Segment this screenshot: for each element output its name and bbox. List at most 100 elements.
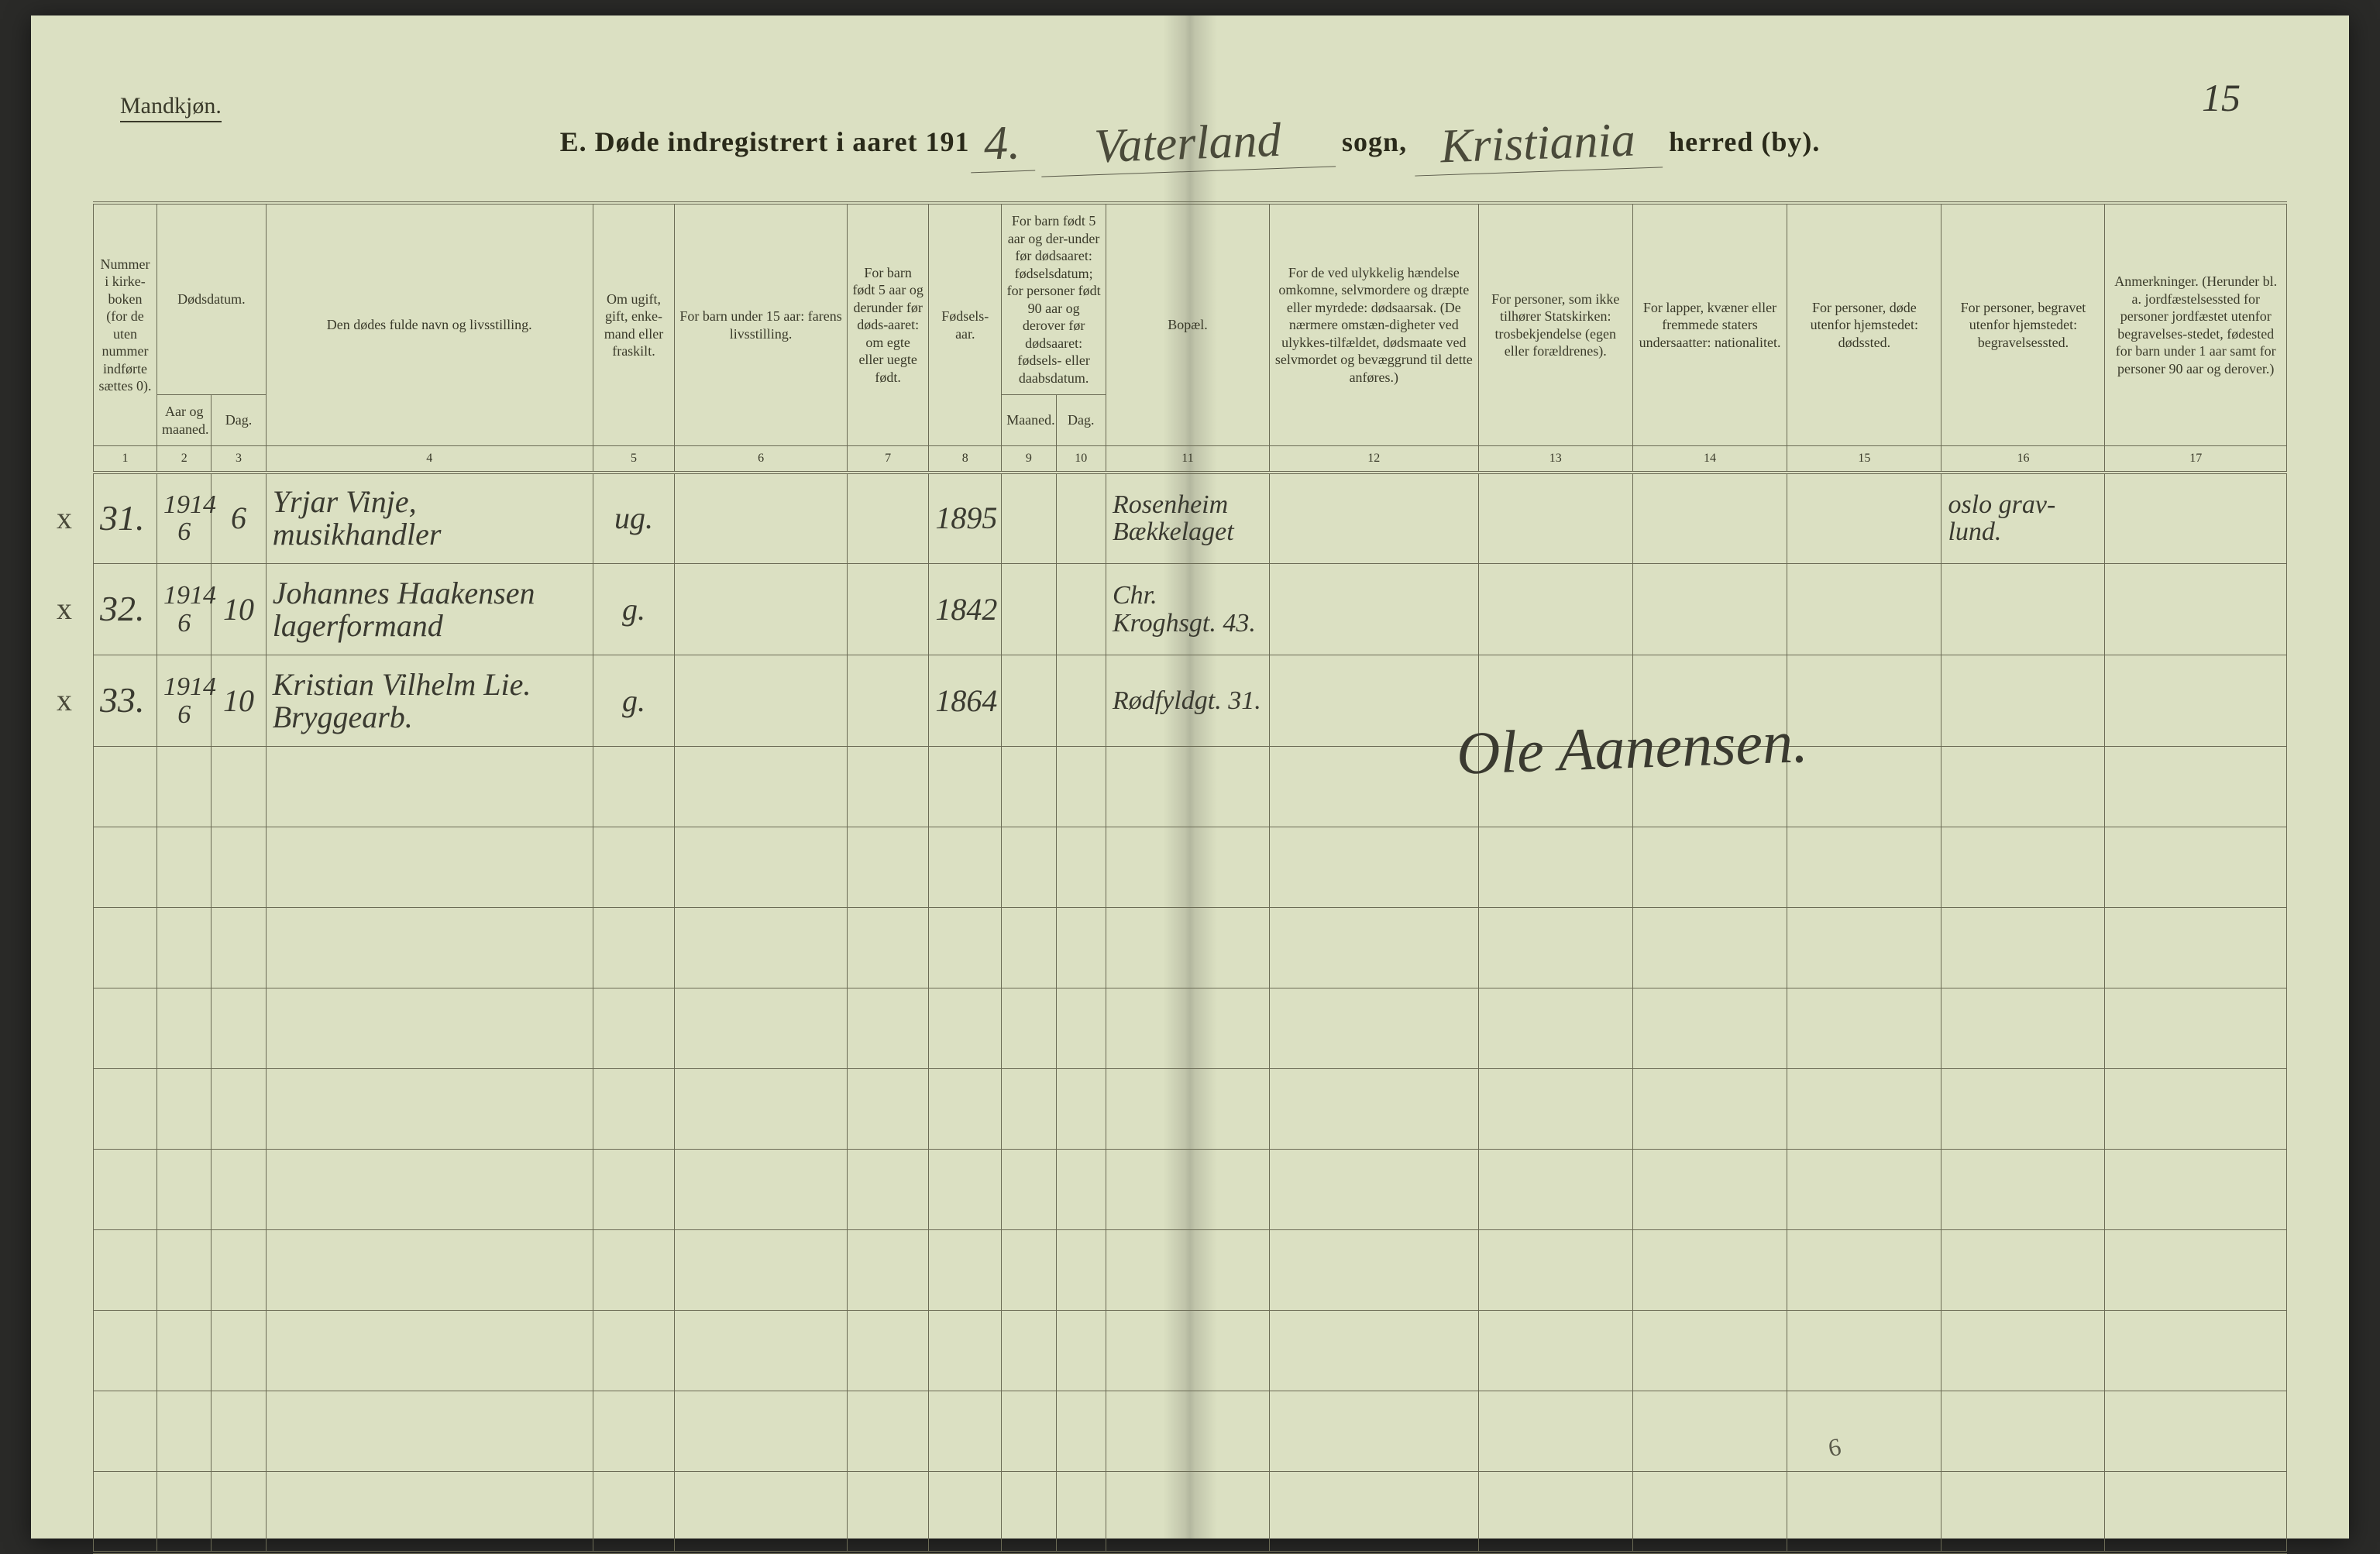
blank-cell [94, 908, 157, 988]
margin-mark: x [57, 500, 72, 536]
colnum-17: 17 [2105, 446, 2287, 473]
table-body: x 31.1914 66Yrjar Vinje, musikhandlerug.… [94, 473, 2287, 1552]
blank-cell [847, 1311, 929, 1391]
blank-cell [94, 747, 157, 827]
blank-cell [1056, 827, 1106, 908]
cell-father [675, 655, 848, 747]
residence: Rosenheim Bækkelaget [1113, 490, 1234, 547]
burial-place: oslo grav-lund. [1948, 490, 2055, 547]
margin-mark: x [57, 682, 72, 718]
blank-cell [1632, 827, 1787, 908]
month: 6 [177, 700, 191, 729]
blank-cell [593, 1391, 675, 1472]
blank-cell [1941, 1311, 2105, 1391]
col-head-16: For personer, begravet utenfor hjemstede… [1941, 203, 2105, 446]
colnum-1: 1 [94, 446, 157, 473]
blank-cell [1787, 1069, 1941, 1150]
herred-label: herred (by). [1669, 126, 1820, 157]
blank-cell [847, 1069, 929, 1150]
blank-cell [266, 747, 593, 827]
blank-cell [1106, 988, 1270, 1069]
header-row-1: Nummer i kirke-boken (for de uten nummer… [94, 203, 2287, 395]
cell-civil: ug. [593, 473, 675, 564]
col-head-11: Bopæl. [1106, 203, 1270, 446]
blank-cell [1106, 1069, 1270, 1150]
blank-cell [675, 988, 848, 1069]
year-suffix-fillin: 4. [968, 115, 1034, 174]
cell-legit [847, 564, 929, 655]
residence: Chr. Kroghsgt. 43. [1113, 581, 1256, 638]
blank-cell [157, 1150, 212, 1230]
cell-name: Yrjar Vinje, musikhandler [266, 473, 593, 564]
blank-cell [593, 988, 675, 1069]
blank-cell [1941, 1230, 2105, 1311]
blank-cell [593, 1311, 675, 1391]
blank-cell [1478, 1391, 1632, 1472]
col-head-group-dodsdatum: Dødsdatum. [157, 203, 267, 395]
blank-cell [1478, 988, 1632, 1069]
blank-cell [1002, 747, 1056, 827]
cell-civil: g. [593, 564, 675, 655]
blank-cell [1056, 1230, 1106, 1311]
table-row-blank [94, 1472, 2287, 1552]
blank-cell [1106, 1311, 1270, 1391]
blank-cell [157, 1472, 212, 1552]
cell-bmonth [1002, 655, 1056, 747]
blank-cell [1002, 1230, 1056, 1311]
blank-cell [266, 1150, 593, 1230]
blank-cell [1632, 1150, 1787, 1230]
cell-bday [1056, 655, 1106, 747]
colnum-4: 4 [266, 446, 593, 473]
cell-13 [1478, 564, 1632, 655]
blank-cell [675, 908, 848, 988]
blank-cell [1632, 988, 1787, 1069]
civil-status: g. [622, 683, 645, 718]
year: 1914 [163, 581, 216, 610]
blank-cell [1941, 747, 2105, 827]
blank-cell [2105, 747, 2287, 827]
blank-cell [1270, 1391, 1479, 1472]
blank-cell [1632, 908, 1787, 988]
entry-number: 32. [100, 589, 145, 628]
deceased-name: Yrjar Vinje, musikhandler [273, 484, 442, 552]
col-head-12: For de ved ulykkelig hændelse omkomne, s… [1270, 203, 1479, 446]
colnum-11: 11 [1106, 446, 1270, 473]
colnum-2: 2 [157, 446, 212, 473]
cell-residence: Rosenheim Bækkelaget [1106, 473, 1270, 564]
col-head-14: For lapper, kvæner eller fremmede stater… [1632, 203, 1787, 446]
birth-year: 1895 [935, 500, 997, 535]
day: 6 [231, 500, 246, 535]
blank-cell [157, 1391, 212, 1472]
blank-cell [675, 1472, 848, 1552]
blank-cell [94, 827, 157, 908]
blank-cell [212, 827, 266, 908]
blank-cell [212, 1391, 266, 1472]
blank-cell [1478, 827, 1632, 908]
blank-cell [1941, 1472, 2105, 1552]
day: 10 [223, 592, 254, 627]
residence: Rødfyldgt. 31. [1113, 686, 1261, 715]
blank-cell [675, 1311, 848, 1391]
ledger-table: Nummer i kirke-boken (for de uten nummer… [93, 201, 2287, 1554]
blank-cell [847, 1391, 929, 1472]
cell-father [675, 473, 848, 564]
blank-cell [266, 1311, 593, 1391]
blank-cell [1002, 1150, 1056, 1230]
blank-cell [1106, 827, 1270, 908]
blank-cell [2105, 1391, 2287, 1472]
blank-cell [266, 1391, 593, 1472]
blank-cell [929, 747, 1002, 827]
table-row-blank [94, 1150, 2287, 1230]
blank-cell [2105, 1472, 2287, 1552]
ledger-page: Mandkjøn. 15 E. Døde indregistrert i aar… [31, 15, 2349, 1539]
cell-year-month: 1914 6 [157, 655, 212, 747]
margin-mark: x [57, 590, 72, 627]
table-row-blank [94, 988, 2287, 1069]
blank-cell [1787, 747, 1941, 827]
sogn-label: sogn, [1342, 126, 1407, 157]
blank-cell [593, 1150, 675, 1230]
deceased-name: Johannes Haakensen lagerformand [273, 576, 535, 643]
blank-cell [2105, 827, 2287, 908]
blank-cell [266, 1472, 593, 1552]
blank-cell [266, 1069, 593, 1150]
